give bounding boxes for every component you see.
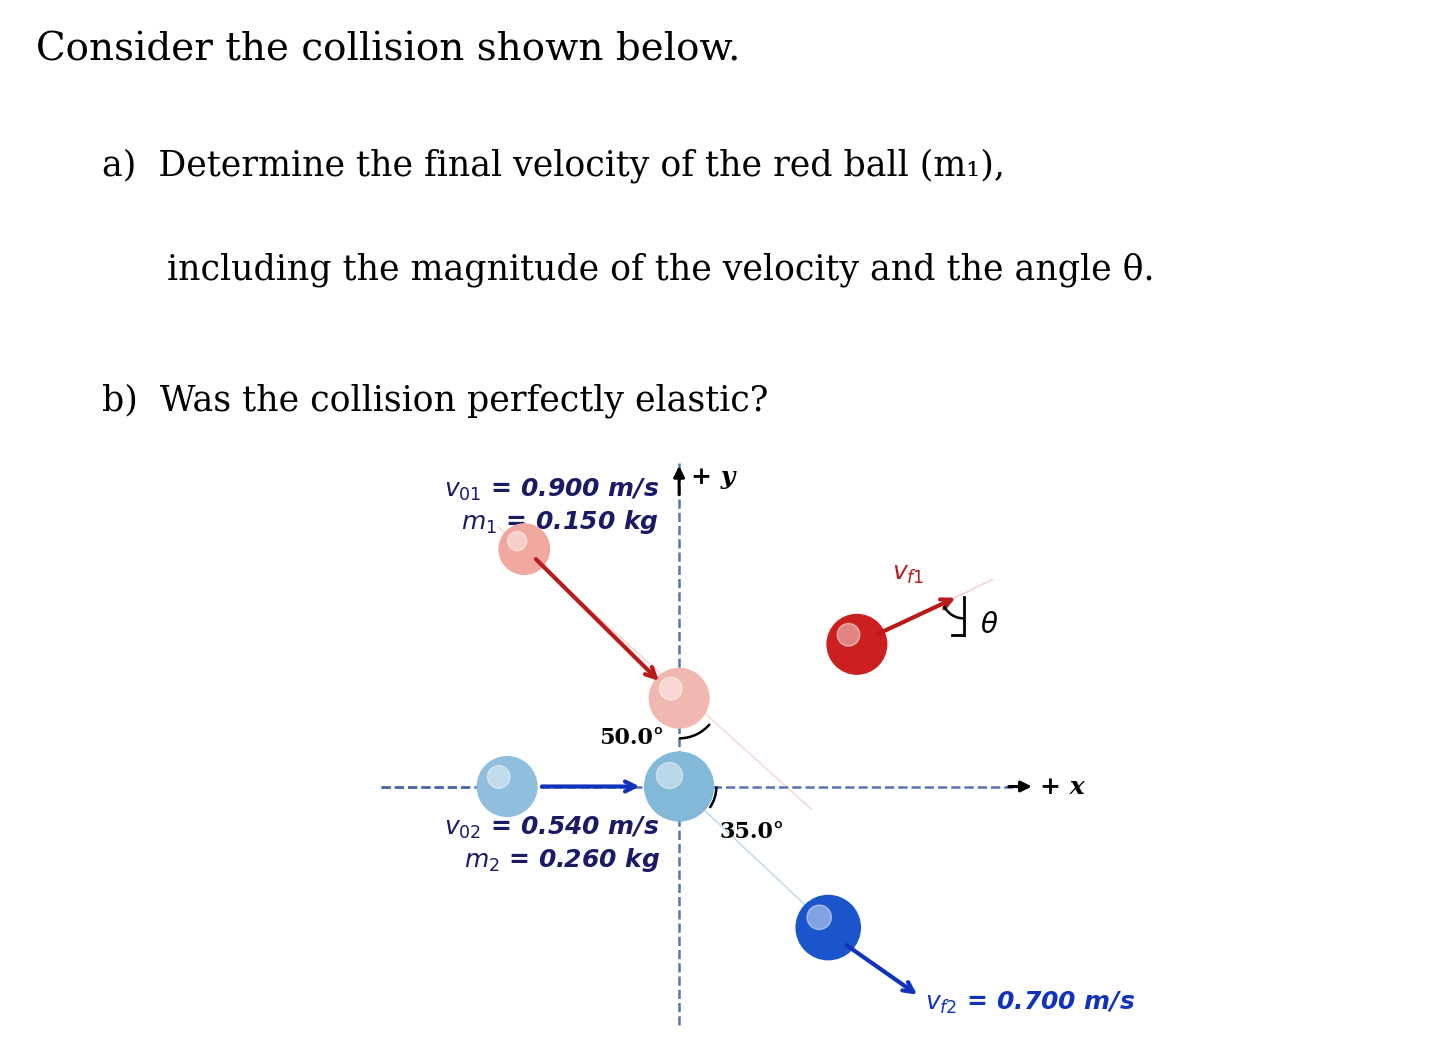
Text: Consider the collision shown below.: Consider the collision shown below. bbox=[36, 31, 741, 68]
Circle shape bbox=[487, 766, 510, 788]
Circle shape bbox=[477, 757, 536, 816]
Circle shape bbox=[826, 614, 887, 674]
Circle shape bbox=[796, 895, 860, 960]
Circle shape bbox=[645, 752, 713, 821]
Text: $v_{02}$ = 0.540 m/s: $v_{02}$ = 0.540 m/s bbox=[444, 814, 660, 840]
Text: $m_1$ = 0.150 kg: $m_1$ = 0.150 kg bbox=[461, 507, 660, 536]
Circle shape bbox=[650, 669, 709, 728]
Text: 50.0°: 50.0° bbox=[599, 727, 664, 749]
Circle shape bbox=[507, 531, 526, 550]
Text: including the magnitude of the velocity and the angle θ.: including the magnitude of the velocity … bbox=[167, 253, 1154, 287]
Circle shape bbox=[499, 524, 550, 574]
Circle shape bbox=[837, 624, 860, 646]
Text: $v_{f2}$ = 0.700 m/s: $v_{f2}$ = 0.700 m/s bbox=[925, 990, 1135, 1017]
Text: $\theta$: $\theta$ bbox=[980, 611, 998, 639]
Circle shape bbox=[657, 763, 683, 788]
Text: + x: + x bbox=[1041, 774, 1085, 799]
Text: $v_{01}$ = 0.900 m/s: $v_{01}$ = 0.900 m/s bbox=[444, 477, 660, 503]
Text: a)  Determine the final velocity of the red ball (m₁),: a) Determine the final velocity of the r… bbox=[102, 149, 1005, 183]
Circle shape bbox=[660, 677, 681, 700]
Text: $m_2$ = 0.260 kg: $m_2$ = 0.260 kg bbox=[464, 846, 660, 874]
Text: b)  Was the collision perfectly elastic?: b) Was the collision perfectly elastic? bbox=[102, 384, 768, 417]
Circle shape bbox=[808, 905, 831, 930]
Text: 35.0°: 35.0° bbox=[719, 822, 784, 844]
Text: $v_{f1}$: $v_{f1}$ bbox=[892, 562, 925, 586]
Text: + y: + y bbox=[690, 465, 735, 489]
